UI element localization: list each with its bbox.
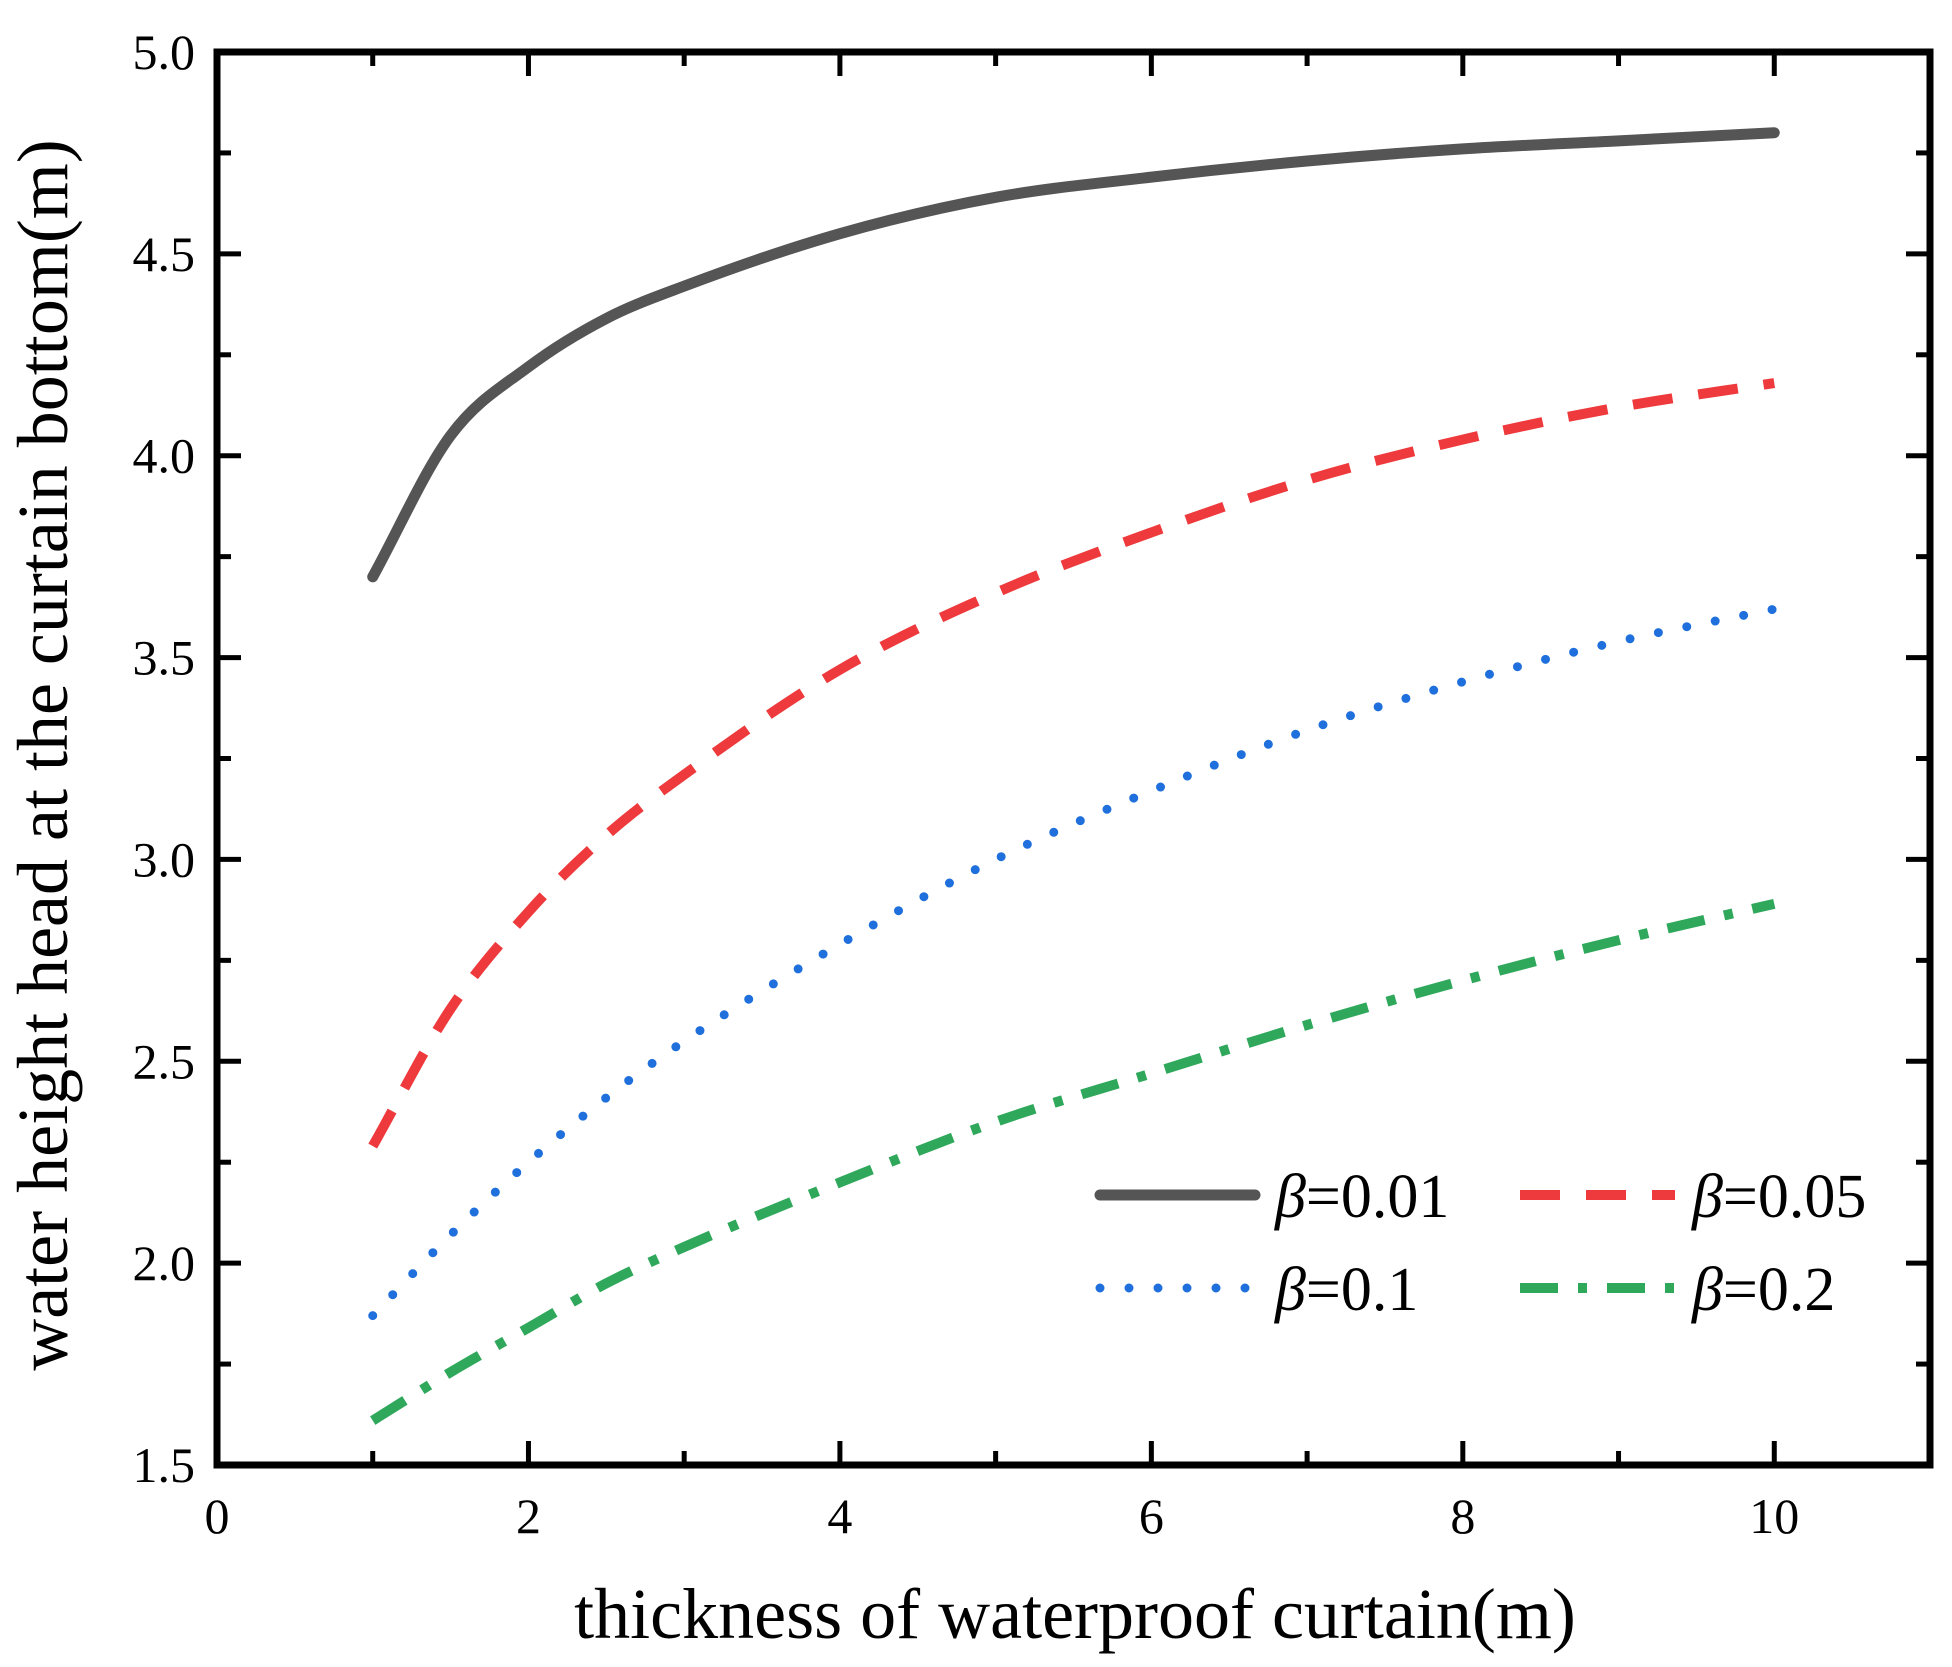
legend-item-3: β=0.1 bbox=[1095, 1256, 1418, 1324]
y-tick-label: 4.0 bbox=[133, 428, 196, 484]
series-line-2 bbox=[368, 378, 1776, 1149]
y-tick-label: 4.5 bbox=[133, 226, 196, 282]
legend-label-1: β=0.01 bbox=[1274, 1163, 1449, 1231]
y-tick-label: 5.0 bbox=[133, 24, 196, 80]
legend-value: =0.01 bbox=[1306, 1163, 1449, 1231]
x-tick-label: 2 bbox=[516, 1488, 541, 1544]
y-tick-label: 2.0 bbox=[133, 1235, 196, 1291]
y-axis-title: water height head at the curtain bottom(… bbox=[3, 139, 83, 1371]
legend-value: =0.1 bbox=[1306, 1256, 1418, 1324]
legend-value: =0.05 bbox=[1723, 1163, 1866, 1231]
legend: β=0.01 β=0.05β=0.1 β=0.2 bbox=[1094, 1163, 1866, 1324]
legend-item-4: β=0.2 bbox=[1520, 1256, 1835, 1324]
legend-label-2: β=0.05 bbox=[1691, 1163, 1866, 1231]
x-tick-label: 6 bbox=[1139, 1488, 1164, 1544]
y-tick-label: 3.0 bbox=[133, 831, 196, 887]
series-line-3 bbox=[368, 604, 1779, 1321]
x-tick-label: 0 bbox=[205, 1488, 230, 1544]
legend-symbol: β bbox=[1274, 1163, 1306, 1231]
y-tick-label: 2.5 bbox=[133, 1033, 196, 1089]
x-tick-label: 4 bbox=[827, 1488, 852, 1544]
plot-area-frame bbox=[213, 48, 1934, 1469]
legend-value: =0.2 bbox=[1723, 1256, 1835, 1324]
legend-item-1: β=0.01 bbox=[1094, 1163, 1449, 1231]
series-layer bbox=[367, 127, 1780, 1425]
series-line-4 bbox=[370, 898, 1776, 1425]
tick-labels-layer: 0 2 4 6 8 10 1.5 2.0 2.5 3.0 3.5 4.0 4.5 5.0 bbox=[133, 24, 1800, 1544]
legend-symbol: β bbox=[1691, 1163, 1723, 1231]
x-tick-label: 10 bbox=[1749, 1488, 1799, 1544]
y-tick-label: 3.5 bbox=[133, 630, 196, 686]
legend-symbol: β bbox=[1274, 1256, 1306, 1324]
legend-label-3: β=0.1 bbox=[1274, 1256, 1418, 1324]
y-tick-label: 1.5 bbox=[133, 1437, 196, 1493]
x-tick-label: 8 bbox=[1450, 1488, 1475, 1544]
legend-item-2: β=0.05 bbox=[1520, 1163, 1866, 1231]
x-axis-title: thickness of waterproof curtain(m) bbox=[574, 1574, 1576, 1654]
series-line-1 bbox=[367, 127, 1780, 583]
legend-label-4: β=0.2 bbox=[1691, 1256, 1835, 1324]
legend-symbol: β bbox=[1691, 1256, 1723, 1324]
